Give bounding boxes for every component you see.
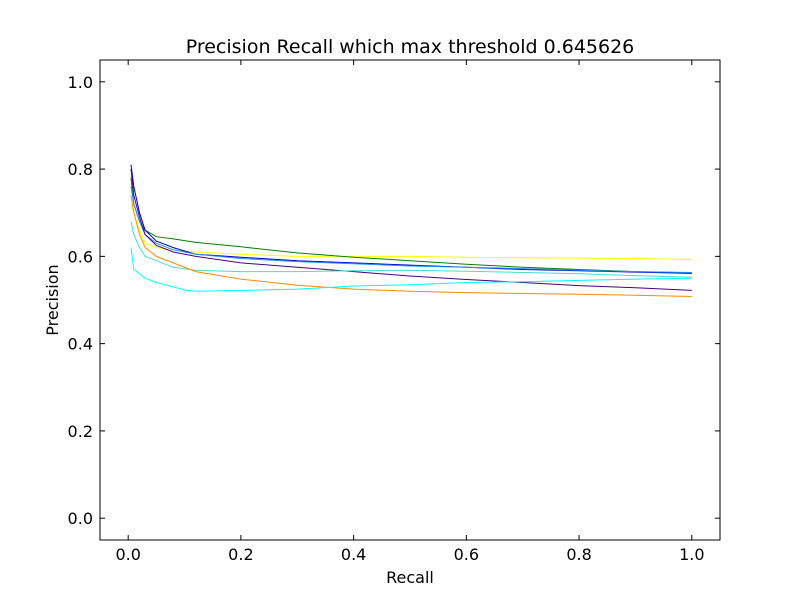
series-line-2 xyxy=(130,164,692,274)
x-tick-label: 0.6 xyxy=(454,545,479,564)
series-line-0 xyxy=(130,203,692,260)
plot-frame xyxy=(99,59,721,541)
y-tick-label: 0.2 xyxy=(68,422,93,441)
y-tick-label: 0.4 xyxy=(68,335,93,354)
y-axis-label: Precision xyxy=(43,264,62,335)
chart-title: Precision Recall which max threshold 0.6… xyxy=(186,36,635,58)
x-tick-label: 0.8 xyxy=(566,545,591,564)
x-tick-label: 0.2 xyxy=(228,545,253,564)
series-line-6 xyxy=(130,195,692,297)
series-line-4 xyxy=(130,169,692,291)
series-line-7 xyxy=(130,247,692,292)
series-line-3 xyxy=(130,186,692,273)
y-tick-label: 0.8 xyxy=(68,160,93,179)
x-tick-label: 0.0 xyxy=(115,545,140,564)
x-axis-label: Recall xyxy=(386,568,434,587)
ticks-layer: 0.0 0.2 0.4 0.6 0.8 1.0 0.0 0.2 0.4 0.6 0.8 1.0 xyxy=(68,60,720,564)
series-layer xyxy=(130,164,692,297)
y-tick-label: 0.0 xyxy=(68,509,93,528)
series-line-5 xyxy=(130,221,692,278)
y-tick-label: 0.6 xyxy=(68,247,93,266)
x-tick-label: 1.0 xyxy=(679,545,704,564)
x-tick-label: 0.4 xyxy=(341,545,366,564)
y-tick-label: 1.0 xyxy=(68,73,93,92)
